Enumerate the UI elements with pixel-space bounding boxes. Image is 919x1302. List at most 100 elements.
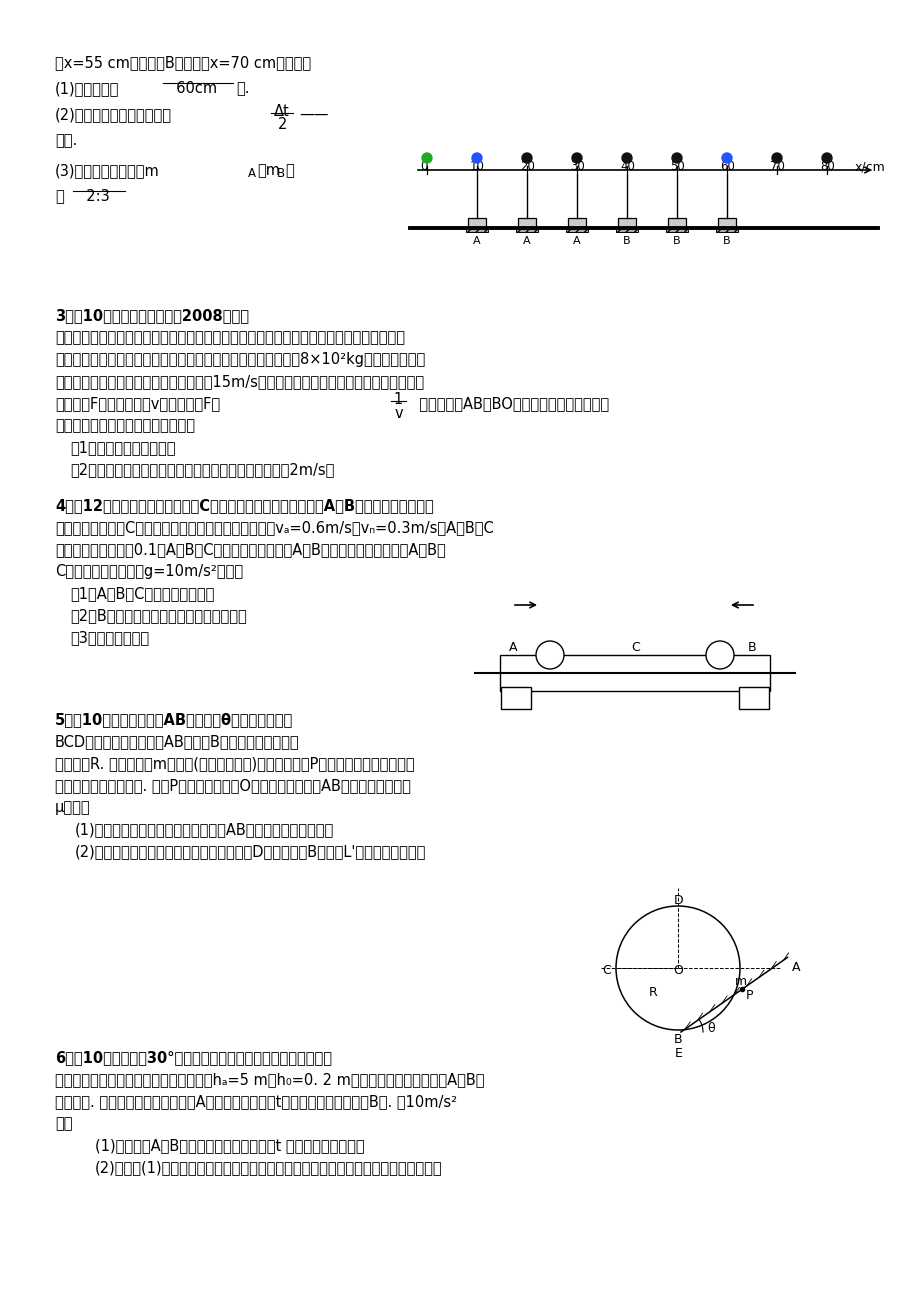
Text: 间的动摩擦因数都是0.1。A、B、C的质量都相同。最后A、B恰好相遇而未碰撞，且A、B、: 间的动摩擦因数都是0.1。A、B、C的质量都相同。最后A、B恰好相遇而未碰撞，且… <box>55 542 446 557</box>
Text: 30: 30 <box>570 160 584 173</box>
Text: 40: 40 <box>619 160 634 173</box>
Text: E: E <box>675 1047 682 1060</box>
Bar <box>616 227 637 232</box>
Text: B: B <box>622 236 630 246</box>
Text: （3）小车的长度。: （3）小车的长度。 <box>70 630 149 644</box>
Text: B: B <box>277 167 285 180</box>
Text: BCD是光滑的圆弧轨道，AB恰好在B点与圆弧相切，圆弧: BCD是光滑的圆弧轨道，AB恰好在B点与圆弧相切，圆弧 <box>55 734 300 749</box>
Bar <box>468 217 485 227</box>
Text: O: O <box>673 963 682 976</box>
Text: 3．（10分）「绿色奥运」是2008年北京: 3．（10分）「绿色奥运」是2008年北京 <box>55 309 249 323</box>
Text: 80: 80 <box>819 160 834 173</box>
Text: B: B <box>747 641 755 654</box>
Text: 则：: 则： <box>55 1116 73 1131</box>
Circle shape <box>422 154 432 163</box>
Circle shape <box>521 154 531 163</box>
Text: m: m <box>733 975 745 988</box>
Bar <box>499 655 769 691</box>
Text: B: B <box>673 236 680 246</box>
Bar <box>738 687 768 710</box>
Circle shape <box>536 641 563 669</box>
Text: A: A <box>573 236 580 246</box>
Text: （1）A、B、C共同运动的速度。: （1）A、B、C共同运动的速度。 <box>70 586 214 602</box>
Text: B: B <box>674 1032 682 1046</box>
Text: 10: 10 <box>470 160 484 173</box>
Text: 奥运会的三大理念之一，奥运会期间在各比赛场馆使用新型节能环保电动车，负责接送比赛: 奥运会的三大理念之一，奥运会期间在各比赛场馆使用新型节能环保电动车，负责接送比赛 <box>55 329 404 345</box>
Text: 20: 20 <box>519 160 534 173</box>
Text: （2）B物体相对于地向左运动的最大位移。: （2）B物体相对于地向左运动的最大位移。 <box>70 608 246 622</box>
Text: 60: 60 <box>720 160 734 173</box>
Text: (1)为了保证A、B两球不会在斜面上相碰，t 最长不能超过多少？: (1)为了保证A、B两球不会在斜面上相碰，t 最长不能超过多少？ <box>95 1138 364 1154</box>
Circle shape <box>621 154 631 163</box>
Circle shape <box>821 154 831 163</box>
Text: Δt: Δt <box>274 104 289 118</box>
Bar <box>717 217 735 227</box>
Text: 2: 2 <box>278 117 287 132</box>
Text: x/cm: x/cm <box>854 160 885 173</box>
Text: D: D <box>674 894 683 907</box>
Bar <box>516 227 538 232</box>
Text: ：m: ：m <box>256 163 279 178</box>
Text: 时刻.: 时刻. <box>55 133 77 148</box>
Circle shape <box>572 154 582 163</box>
Text: B: B <box>722 236 730 246</box>
Text: C: C <box>601 963 610 976</box>
Text: 图象（图中AB、BO均为直线），假设电动车: 图象（图中AB、BO均为直线），假设电动车 <box>410 396 608 411</box>
Text: (1)物体做往返运动的整个过程中，在AB轨道上通过的总路程；: (1)物体做往返运动的整个过程中，在AB轨道上通过的总路程； <box>75 822 334 837</box>
Text: 如图所示. 某时刻由静止开始释放小A球，经过一段时间t后，同样由静止释放小B球. 卢10m/s²: 如图所示. 某时刻由静止开始释放小A球，经过一段时间t后，同样由静止释放小B球.… <box>55 1094 457 1109</box>
Text: θ: θ <box>706 1022 714 1035</box>
Circle shape <box>471 154 482 163</box>
Text: (3)两滑块的质量之比m: (3)两滑块的质量之比m <box>55 163 160 178</box>
Text: 小圆弧过渡，斜面上距水平面高度分别为hₐ=5 m和h₀=0. 2 m的两点上，各固定一小球A和B，: 小圆弧过渡，斜面上距水平面高度分别为hₐ=5 m和h₀=0. 2 m的两点上，各… <box>55 1072 484 1087</box>
Text: (1)碰撞发生在: (1)碰撞发生在 <box>55 81 119 96</box>
Text: v: v <box>394 406 403 421</box>
Text: 的牢引力F与对应的速度v，并描绘出F－: 的牢引力F与对应的速度v，并描绘出F－ <box>55 396 220 411</box>
Bar <box>667 217 686 227</box>
Text: 60cm: 60cm <box>167 81 226 96</box>
Text: 2:3: 2:3 <box>77 189 119 204</box>
Text: 质点）分别从小车C的两端同时水平地滑上小车，初速度vₐ=0.6m/s，vₙ=0.3m/s，A、B与C: 质点）分别从小车C的两端同时水平地滑上小车，初速度vₐ=0.6m/s，vₙ=0.… <box>55 519 494 535</box>
Text: ——: —— <box>299 107 328 122</box>
Text: (2)碰撞发生在第一次闪光后: (2)碰撞发生在第一次闪光后 <box>55 107 172 122</box>
Text: 6．（10分）倾角为30°的足够长光滑斜面下端与一足够长光滑水: 6．（10分）倾角为30°的足够长光滑斜面下端与一足够长光滑水 <box>55 1049 332 1065</box>
Text: μ，求：: μ，求： <box>55 799 91 815</box>
Text: (2)为了使物体能顺利达到圆弧的轨道最高点D，释放点距B的距离L'应满足什么条件。: (2)为了使物体能顺利达到圆弧的轨道最高点D，释放点距B的距离L'应满足什么条件… <box>75 844 425 859</box>
Text: 4．（12分）如图所示，平板小车C静止在光滑的水平面上。现有A、B两个小物体（可看作: 4．（12分）如图所示，平板小车C静止在光滑的水平面上。现有A、B两个小物体（可… <box>55 497 433 513</box>
Text: 选手和运输器材，在检测某款电动车性能的某次实验中，质量为8×10²kg的电动车由静止: 选手和运输器材，在检测某款电动车性能的某次实验中，质量为8×10²kg的电动车由… <box>55 352 425 367</box>
Text: 等: 等 <box>285 163 293 178</box>
Text: 过x=55 cm处，滑块B恰好通过x=70 cm处，问：: 过x=55 cm处，滑块B恰好通过x=70 cm处，问： <box>55 55 311 70</box>
Text: A: A <box>472 236 480 246</box>
Circle shape <box>671 154 681 163</box>
Bar <box>567 217 585 227</box>
Bar <box>565 227 587 232</box>
Text: 行驶中所受的阻力恒定，求此过程中: 行驶中所受的阻力恒定，求此过程中 <box>55 418 195 434</box>
Text: P: P <box>744 990 752 1003</box>
Text: A: A <box>248 167 255 180</box>
Text: 0: 0 <box>420 160 427 173</box>
Text: 50: 50 <box>669 160 684 173</box>
Text: 开始沿平直公路行驶，达到的最大速度为15m/s，利用传感器测得此过程中不同时刻电动车: 开始沿平直公路行驶，达到的最大速度为15m/s，利用传感器测得此过程中不同时刻电… <box>55 374 424 389</box>
Text: 的半径为R. 一个质量为m的物体(可以看作质点)从直轨道上的P点由静止释放，结果它能: 的半径为R. 一个质量为m的物体(可以看作质点)从直轨道上的P点由静止释放，结果… <box>55 756 414 771</box>
Text: （1）电动车的额定功率；: （1）电动车的额定功率； <box>70 440 176 454</box>
Text: 于: 于 <box>55 189 63 204</box>
Text: A: A <box>790 961 800 974</box>
Text: 70: 70 <box>769 160 784 173</box>
Bar <box>517 217 536 227</box>
Text: 在两轨道间做往返运动. 已知P点与圆弧的圆心O等高，物体与轨道AB间的动摩擦因数为: 在两轨道间做往返运动. 已知P点与圆弧的圆心O等高，物体与轨道AB间的动摩擦因数… <box>55 779 411 793</box>
Text: 5．（10分）如图所示，AB是倾角为θ的粗糙直轨道，: 5．（10分）如图所示，AB是倾角为θ的粗糙直轨道， <box>55 712 293 727</box>
Text: (2)在满足(1)的情况下，为了保证两球在水平面上碰撞的次数不少于两次，两球的质量: (2)在满足(1)的情况下，为了保证两球在水平面上碰撞的次数不少于两次，两球的质… <box>95 1160 442 1174</box>
Circle shape <box>705 641 733 669</box>
Bar <box>715 227 737 232</box>
Bar <box>665 227 687 232</box>
Circle shape <box>721 154 732 163</box>
Bar <box>501 687 530 710</box>
Text: A: A <box>508 641 517 654</box>
Text: R: R <box>648 986 657 999</box>
Text: （2）电动车由静止开始运动，经过多长时间，速度达到2m/s？: （2）电动车由静止开始运动，经过多长时间，速度达到2m/s？ <box>70 462 334 477</box>
Text: C以共同的速度运动，g=10m/s²。求：: C以共同的速度运动，g=10m/s²。求： <box>55 564 243 579</box>
Text: 处.: 处. <box>236 81 249 96</box>
Text: A: A <box>522 236 530 246</box>
Bar <box>466 227 487 232</box>
Text: 1: 1 <box>392 392 402 408</box>
Bar <box>618 217 635 227</box>
